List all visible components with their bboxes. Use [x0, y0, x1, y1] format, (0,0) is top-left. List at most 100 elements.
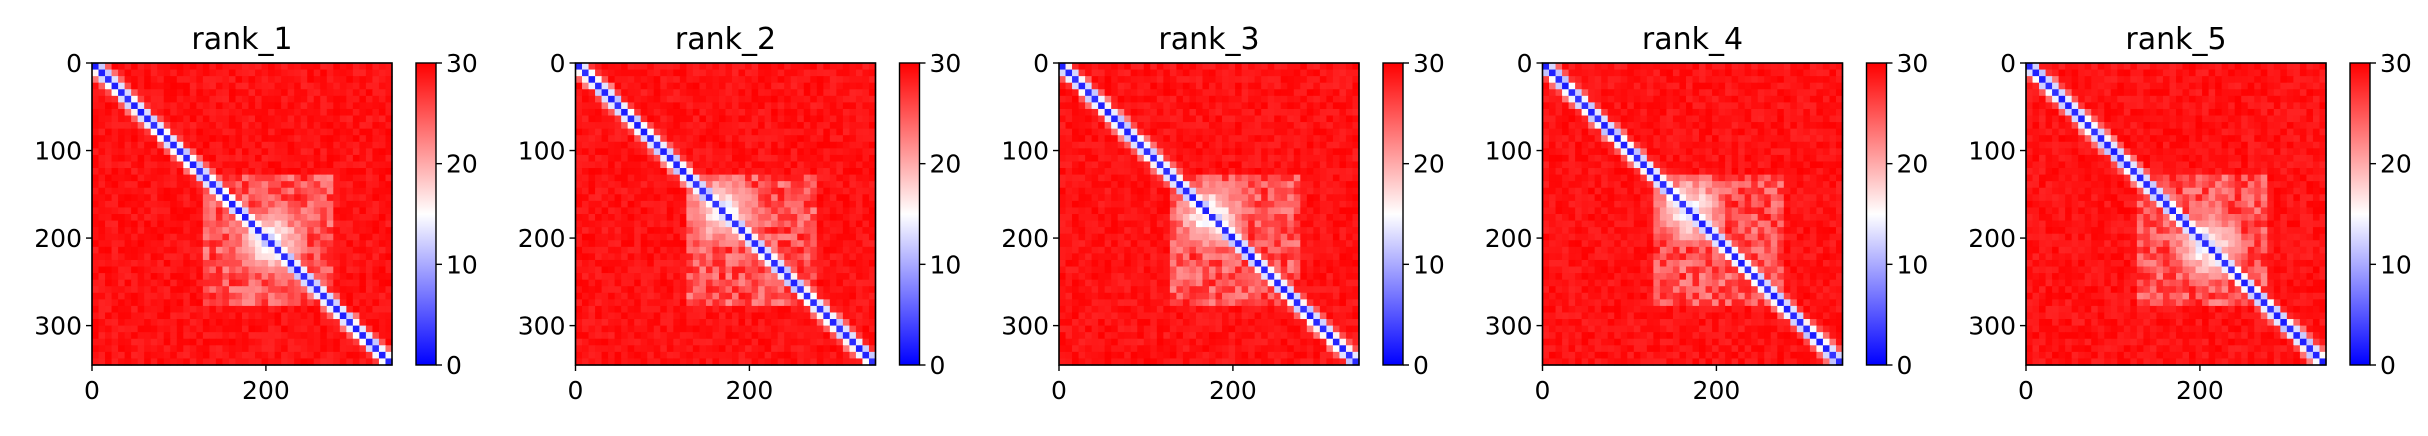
heatmap-cell — [673, 76, 680, 83]
heatmap-cell — [281, 155, 288, 162]
heatmap-cell — [1163, 135, 1170, 142]
heatmap-cell — [641, 181, 648, 188]
heatmap-cell — [242, 280, 249, 287]
heatmap-cell — [673, 122, 680, 129]
heatmap-cell — [164, 332, 171, 339]
heatmap-cell — [830, 345, 837, 352]
heatmap-cell — [268, 286, 275, 293]
heatmap-cell — [275, 299, 282, 306]
heatmap-cell — [602, 214, 609, 221]
heatmap-cell — [359, 332, 366, 339]
heatmap-cell — [294, 175, 301, 182]
heatmap-cell — [589, 339, 596, 346]
heatmap-cell — [836, 175, 843, 182]
heatmap-cell — [249, 332, 256, 339]
heatmap-cell — [817, 339, 824, 346]
heatmap-cell — [359, 168, 366, 175]
heatmap-cell — [340, 227, 347, 234]
heatmap-cell — [654, 155, 661, 162]
heatmap-cell — [99, 319, 106, 326]
heatmap-cell — [693, 83, 700, 90]
heatmap-cell — [830, 135, 837, 142]
heatmap-cell — [595, 280, 602, 287]
heatmap-cell — [366, 201, 373, 208]
heatmap-cell — [1222, 63, 1229, 70]
heatmap-cell — [281, 286, 288, 293]
heatmap-cell — [92, 312, 99, 319]
heatmap-cell — [615, 142, 622, 149]
heatmap-cell — [686, 175, 693, 182]
heatmap-cell — [1333, 96, 1340, 103]
heatmap-cell — [621, 102, 628, 109]
heatmap-cell — [843, 135, 850, 142]
heatmap-cell — [1098, 83, 1105, 90]
heatmap-cell — [333, 352, 340, 359]
heatmap-cell — [634, 194, 641, 201]
heatmap-cell — [686, 234, 693, 241]
heatmap-cell — [177, 188, 184, 195]
heatmap-cell — [836, 76, 843, 83]
heatmap-cell — [784, 76, 791, 83]
heatmap-cell — [862, 109, 869, 116]
heatmap-cell — [1124, 142, 1131, 149]
heatmap-cell — [209, 221, 216, 228]
heatmap-cell — [804, 201, 811, 208]
heatmap-cell — [836, 253, 843, 260]
heatmap-cell — [288, 129, 295, 136]
heatmap-cell — [216, 122, 223, 129]
heatmap-cell — [615, 286, 622, 293]
heatmap-cell — [576, 234, 583, 241]
heatmap-cell — [1124, 122, 1131, 129]
heatmap-cell — [1222, 70, 1229, 77]
heatmap-cell — [1118, 70, 1125, 77]
heatmap-cell — [196, 306, 203, 313]
heatmap-cell — [621, 148, 628, 155]
heatmap-cell — [667, 240, 674, 247]
heatmap-cell — [222, 175, 229, 182]
heatmap-cell — [589, 207, 596, 214]
heatmap-cell — [771, 63, 778, 70]
heatmap-cell — [823, 267, 830, 274]
heatmap-cell — [784, 148, 791, 155]
heatmap-cell — [333, 247, 340, 254]
heatmap-cell — [1163, 155, 1170, 162]
heatmap-cell — [1196, 76, 1203, 83]
heatmap-cell — [680, 280, 687, 287]
heatmap-cell — [621, 280, 628, 287]
heatmap-cell — [732, 339, 739, 346]
heatmap-cell — [784, 188, 791, 195]
heatmap-cell — [379, 181, 386, 188]
heatmap-cell — [222, 253, 229, 260]
heatmap-cell — [1346, 122, 1353, 129]
heatmap-cell — [1111, 96, 1118, 103]
heatmap-cell — [157, 312, 164, 319]
heatmap-cell — [641, 339, 648, 346]
heatmap-cell — [706, 253, 713, 260]
heatmap-cell — [686, 122, 693, 129]
heatmap-cell — [699, 155, 706, 162]
heatmap-cell — [693, 155, 700, 162]
heatmap-cell — [856, 109, 863, 116]
heatmap-cell — [196, 214, 203, 221]
heatmap-cell — [582, 293, 589, 300]
heatmap-cell — [92, 306, 99, 313]
heatmap-cell — [641, 83, 648, 90]
heatmap-cell — [856, 214, 863, 221]
heatmap-cell — [1144, 70, 1151, 77]
heatmap-cell — [1261, 135, 1268, 142]
heatmap-cell — [170, 326, 177, 333]
heatmap-cell — [778, 332, 785, 339]
heatmap-cell — [1255, 76, 1262, 83]
heatmap-cell — [1066, 83, 1073, 90]
heatmap-cell — [849, 332, 856, 339]
heatmap-cell — [359, 227, 366, 234]
heatmap-cell — [105, 142, 112, 149]
heatmap-cell — [222, 214, 229, 221]
heatmap-cell — [817, 148, 824, 155]
heatmap-cell — [615, 221, 622, 228]
heatmap-cell — [647, 214, 654, 221]
heatmap-cell — [719, 63, 726, 70]
heatmap-cell — [1098, 70, 1105, 77]
panel-title: rank_2 — [675, 22, 776, 57]
heatmap-cell — [739, 83, 746, 90]
